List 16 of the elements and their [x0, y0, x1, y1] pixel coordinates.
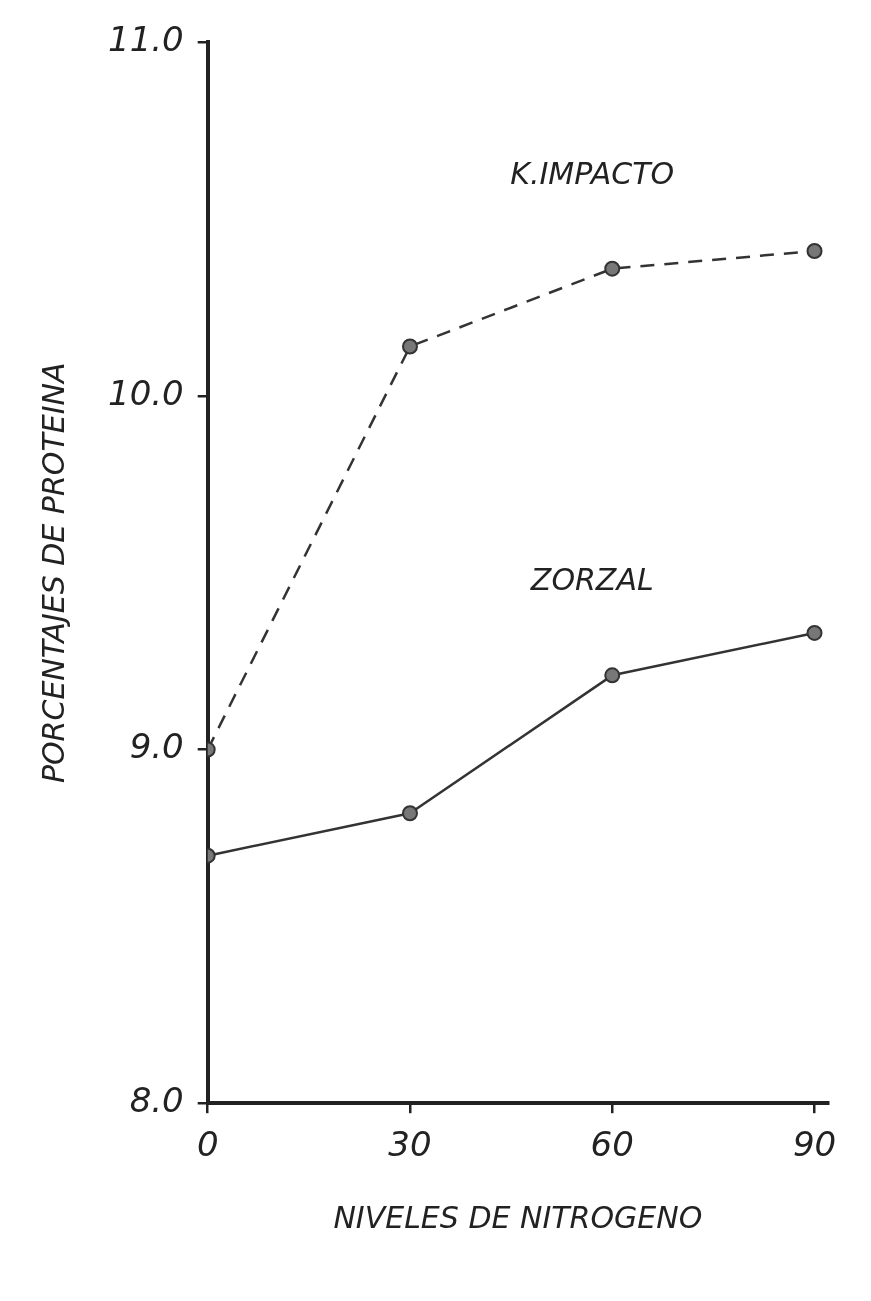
point: [806, 243, 823, 260]
x-tick-label: 30: [388, 1124, 432, 1165]
x-tick-label: 60: [590, 1124, 634, 1165]
point: [604, 667, 621, 684]
y-tick-label: 11.0: [108, 19, 184, 60]
point: [806, 624, 823, 641]
y-tick-label: 9.0: [129, 726, 184, 767]
x-axis-title: NIVELES DE NITROGENO: [333, 1199, 703, 1235]
y-tick-label: 10.0: [108, 372, 184, 413]
y-axis-title: PORCENTAJES DE PROTEINA: [35, 362, 71, 784]
text: K.IMPACTO: [510, 155, 675, 191]
y-tick-label: 8.0: [129, 1080, 184, 1121]
x-tick-label: 90: [792, 1124, 837, 1165]
point: [604, 260, 621, 277]
text: ZORZAL: [529, 562, 654, 598]
x-tick-label: 0: [196, 1124, 219, 1165]
